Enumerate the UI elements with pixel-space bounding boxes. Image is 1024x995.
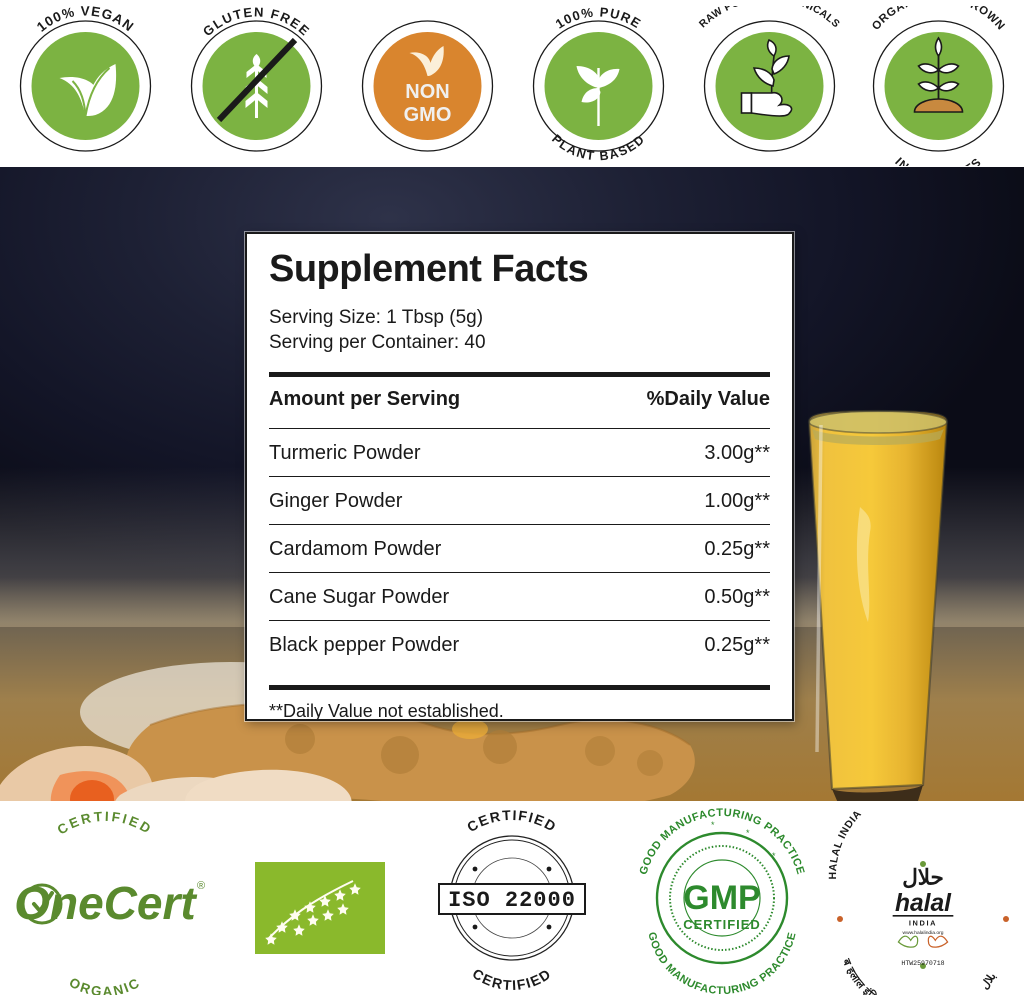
- svg-text:*: *: [711, 820, 715, 830]
- svg-text:NON: NON: [405, 81, 449, 103]
- svg-text:حلال: حلال: [902, 866, 943, 890]
- svg-text:®: ®: [197, 880, 205, 892]
- svg-text:GMO: GMO: [404, 104, 452, 126]
- svg-text:CERTIFIED: CERTIFIED: [470, 965, 555, 993]
- svg-text:halal: halal: [895, 890, 952, 917]
- svg-text:ORGANICALLY GROWN: ORGANICALLY GROWN: [870, 6, 1007, 33]
- svg-text:INGREDIENTS: INGREDIENTS: [892, 154, 984, 166]
- svg-text:INDIA: INDIA: [909, 919, 937, 928]
- svg-text:GMP: GMP: [683, 879, 760, 917]
- svg-text:*: *: [746, 828, 750, 838]
- svg-text:HTW25970718: HTW25970718: [901, 960, 944, 967]
- svg-text:CERTIFIED: CERTIFIED: [464, 807, 560, 835]
- svg-text:CERTIFIED: CERTIFIED: [55, 809, 156, 838]
- svg-text:100% PURE: 100% PURE: [553, 6, 644, 32]
- svg-text:GOOD MANUFACTURING PRACTICE: GOOD MANUFACTURING PRACTICE: [638, 807, 807, 876]
- svg-text:www.halalindia.org: www.halalindia.org: [903, 930, 944, 936]
- svg-text:CERTIFIED: CERTIFIED: [683, 917, 761, 932]
- svg-text:بلال: بلال: [979, 971, 999, 992]
- svg-text:*: *: [772, 851, 776, 861]
- svg-text:HALAL INDIA: HALAL INDIA: [827, 808, 864, 880]
- svg-text:ORGANIC: ORGANIC: [67, 975, 144, 995]
- svg-text:ISO 22000: ISO 22000: [448, 888, 576, 913]
- svg-text:RAW POTENT BOTANICALS: RAW POTENT BOTANICALS: [697, 6, 842, 30]
